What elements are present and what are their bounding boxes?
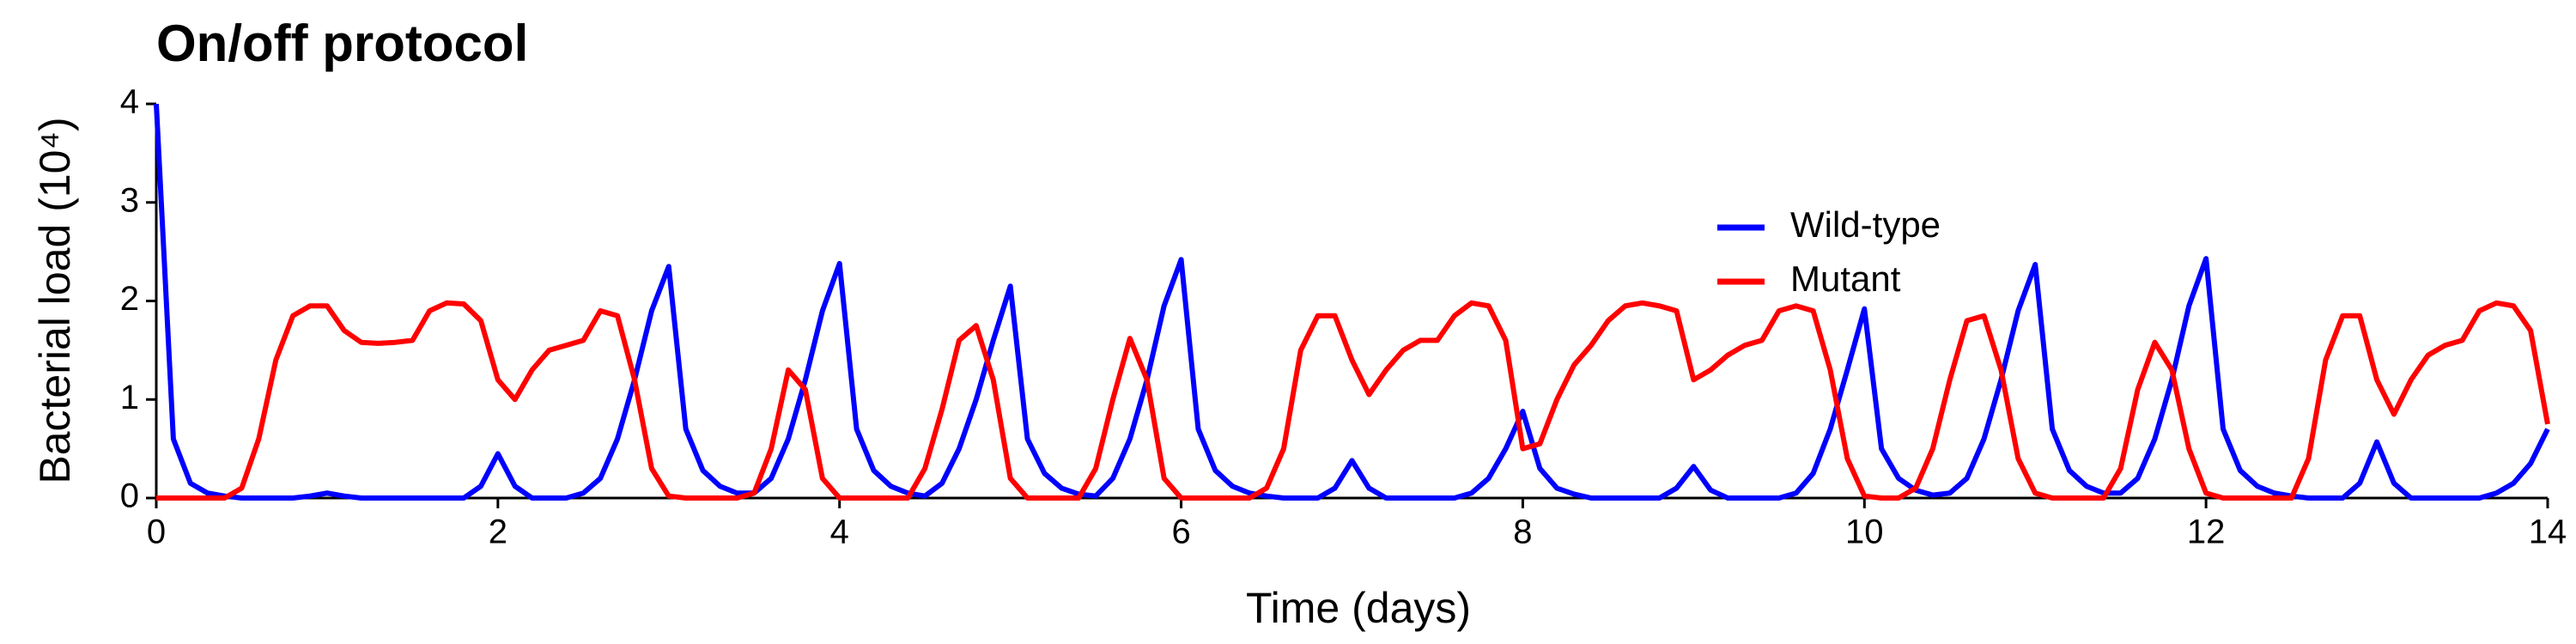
y-tick-label: 4	[120, 83, 139, 121]
x-axis-label: Time (days)	[1246, 584, 1471, 632]
x-tick-label: 0	[147, 513, 166, 551]
y-tick-label: 3	[120, 181, 139, 219]
legend-label: Mutant	[1790, 258, 1901, 299]
data-line	[154, 103, 2550, 501]
y-tick-label: 2	[120, 280, 139, 318]
data-line	[156, 300, 2550, 501]
x-tick-label: 2	[489, 513, 507, 551]
x-tick-label: 14	[2529, 513, 2567, 551]
y-tick-label: 0	[120, 477, 139, 515]
y-tick-label: 1	[120, 379, 139, 416]
chart-title: On/off protocol	[156, 15, 528, 72]
x-tick-label: 4	[830, 513, 849, 551]
x-tick-label: 6	[1171, 513, 1190, 551]
x-tick-label: 8	[1513, 513, 1532, 551]
x-tick-label: 10	[1845, 513, 1884, 551]
x-tick-label: 12	[2187, 513, 2226, 551]
y-axis-label: Bacterial load (10⁴)	[31, 117, 79, 483]
legend-label: Wild-type	[1790, 204, 1941, 245]
